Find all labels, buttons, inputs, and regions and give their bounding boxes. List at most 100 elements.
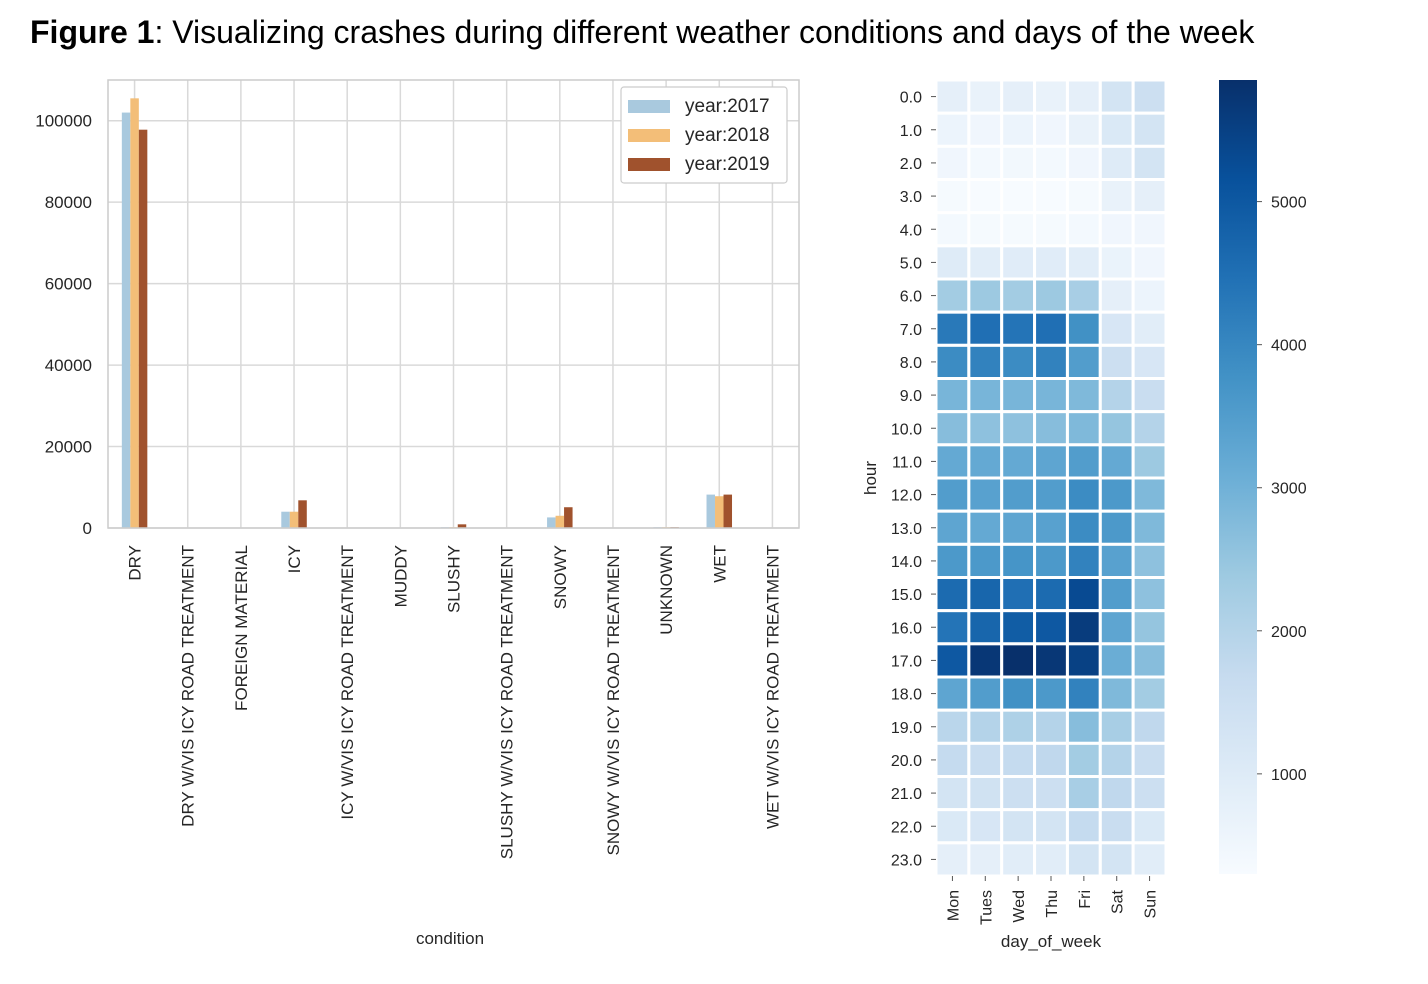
heatmap-cell xyxy=(1098,576,1135,613)
heatmap-cell xyxy=(1033,78,1069,115)
heatmap-cell xyxy=(1131,741,1168,779)
x-tick-label: UNKNOWN xyxy=(657,545,676,635)
bar-year-2017 xyxy=(706,494,716,528)
heatmap-cell xyxy=(967,741,1004,779)
y-tick-label: 7.0 xyxy=(900,322,922,339)
x-tick-label: WET xyxy=(710,545,729,583)
bar-year-2018 xyxy=(555,515,565,528)
y-tick-label: 20000 xyxy=(45,438,92,457)
y-tick-label: 21.0 xyxy=(891,786,922,803)
bar-year-2019 xyxy=(298,500,307,528)
y-tick-label: 80000 xyxy=(45,193,92,212)
heatmap-cell xyxy=(1131,244,1168,281)
heatmap-cell xyxy=(1131,410,1168,447)
heatmap-cell xyxy=(1033,841,1069,878)
heatmap-cell xyxy=(1033,244,1069,281)
heatmap-cell xyxy=(1033,343,1069,380)
heatmap-cell xyxy=(1131,178,1168,215)
heatmap-cell xyxy=(1000,476,1037,513)
heatmap-cell xyxy=(967,675,1004,712)
heatmap-cell xyxy=(967,111,1004,148)
heatmap-cell xyxy=(1098,609,1135,646)
heatmap-cell xyxy=(1098,178,1135,215)
y-tick-label: 15.0 xyxy=(891,587,922,604)
y-tick-label: 2.0 xyxy=(900,156,922,173)
heatmap-cell xyxy=(934,775,971,812)
bar-year-2017 xyxy=(547,517,556,528)
heatmap-cell xyxy=(967,277,1004,314)
x-tick-label: Sun xyxy=(1143,890,1160,918)
heatmap-cell xyxy=(1033,609,1069,646)
heatmap-cell xyxy=(967,343,1004,380)
heatmap-cell xyxy=(967,808,1004,845)
heatmap-cell xyxy=(1065,576,1102,613)
y-tick-label: 0.0 xyxy=(900,90,922,107)
heatmap-cell xyxy=(1065,343,1102,380)
y-axis-label: hour xyxy=(861,461,880,495)
heatmap-cell xyxy=(1098,841,1135,878)
heatmap-cell xyxy=(1033,642,1069,679)
heatmap-cell xyxy=(1098,211,1135,248)
heatmap-cell xyxy=(1098,144,1135,181)
y-tick-label: 1.0 xyxy=(900,123,922,140)
heatmap-cell xyxy=(934,178,971,215)
heatmap-cell xyxy=(934,277,971,314)
heatmap-cell xyxy=(934,609,971,646)
x-tick-label: SLUSHY W/VIS ICY ROAD TREATMENT xyxy=(498,545,517,859)
heatmap-cell xyxy=(1131,509,1168,546)
legend-swatch xyxy=(628,100,670,113)
y-tick-label: 4.0 xyxy=(900,222,922,239)
figure-label: Figure 1 xyxy=(30,14,155,50)
x-tick-label: Tues xyxy=(978,890,995,925)
colorbar-tick-label: 2000 xyxy=(1271,624,1307,641)
heatmap-cell xyxy=(1033,377,1069,414)
y-tick-label: 60000 xyxy=(45,275,92,294)
heatmap-cell xyxy=(1033,808,1069,845)
heatmap-cell xyxy=(1033,509,1069,546)
y-tick-label: 9.0 xyxy=(900,388,922,405)
heatmap-cell xyxy=(967,144,1004,181)
heatmap-cell xyxy=(967,576,1004,613)
heatmap-cell xyxy=(1131,708,1168,745)
x-tick-label: MUDDY xyxy=(391,545,410,607)
heatmap-cell xyxy=(1098,410,1135,447)
heatmap-cell xyxy=(967,443,1004,480)
heatmap-cell xyxy=(934,244,971,281)
x-tick-label: Mon xyxy=(945,890,962,921)
heatmap-cell xyxy=(1098,377,1135,414)
colorbar-tick-label: 4000 xyxy=(1271,338,1307,355)
heatmap-chart: 0.0 1.0 2.0 3.0 4.0 5.0 6.0 7.0 8.0 9.0 10.0 11.0 12… xyxy=(861,78,1307,951)
heatmap-cell xyxy=(967,542,1004,580)
legend-swatch xyxy=(628,158,670,171)
heatmap-cell xyxy=(1098,343,1135,380)
heatmap-cell xyxy=(934,343,971,380)
heatmap-cell xyxy=(1065,277,1102,314)
heatmap-cell xyxy=(967,410,1004,447)
heatmap-cell xyxy=(1131,642,1168,679)
y-tick-label: 0 xyxy=(83,519,92,538)
heatmap-cell xyxy=(1098,310,1135,347)
y-tick-label: 22.0 xyxy=(891,819,922,836)
bar-year-2017 xyxy=(121,112,131,528)
bar-year-2019 xyxy=(457,524,467,528)
bar-year-2018 xyxy=(130,98,139,528)
heatmap-cell xyxy=(1065,111,1102,148)
heatmap-cell xyxy=(1131,78,1168,115)
heatmap-cell xyxy=(1033,277,1069,314)
x-tick-label: ICY xyxy=(285,545,304,573)
heatmap-cell xyxy=(1065,609,1102,646)
heatmap-cell xyxy=(1065,410,1102,447)
heatmap-cell xyxy=(1131,609,1168,646)
heatmap-cell xyxy=(1065,509,1102,546)
y-tick-label: 6.0 xyxy=(900,289,922,306)
heatmap-cell xyxy=(1098,78,1135,115)
heatmap-cell xyxy=(1000,144,1037,181)
colorbar-tick-label: 5000 xyxy=(1271,195,1307,212)
heatmap-cell xyxy=(934,808,971,845)
heatmap-cell xyxy=(1033,675,1069,712)
heatmap-cell xyxy=(1033,211,1069,248)
heatmap-cell xyxy=(934,509,971,546)
bar-year-2017 xyxy=(281,511,290,528)
y-tick-label: 19.0 xyxy=(891,720,922,737)
